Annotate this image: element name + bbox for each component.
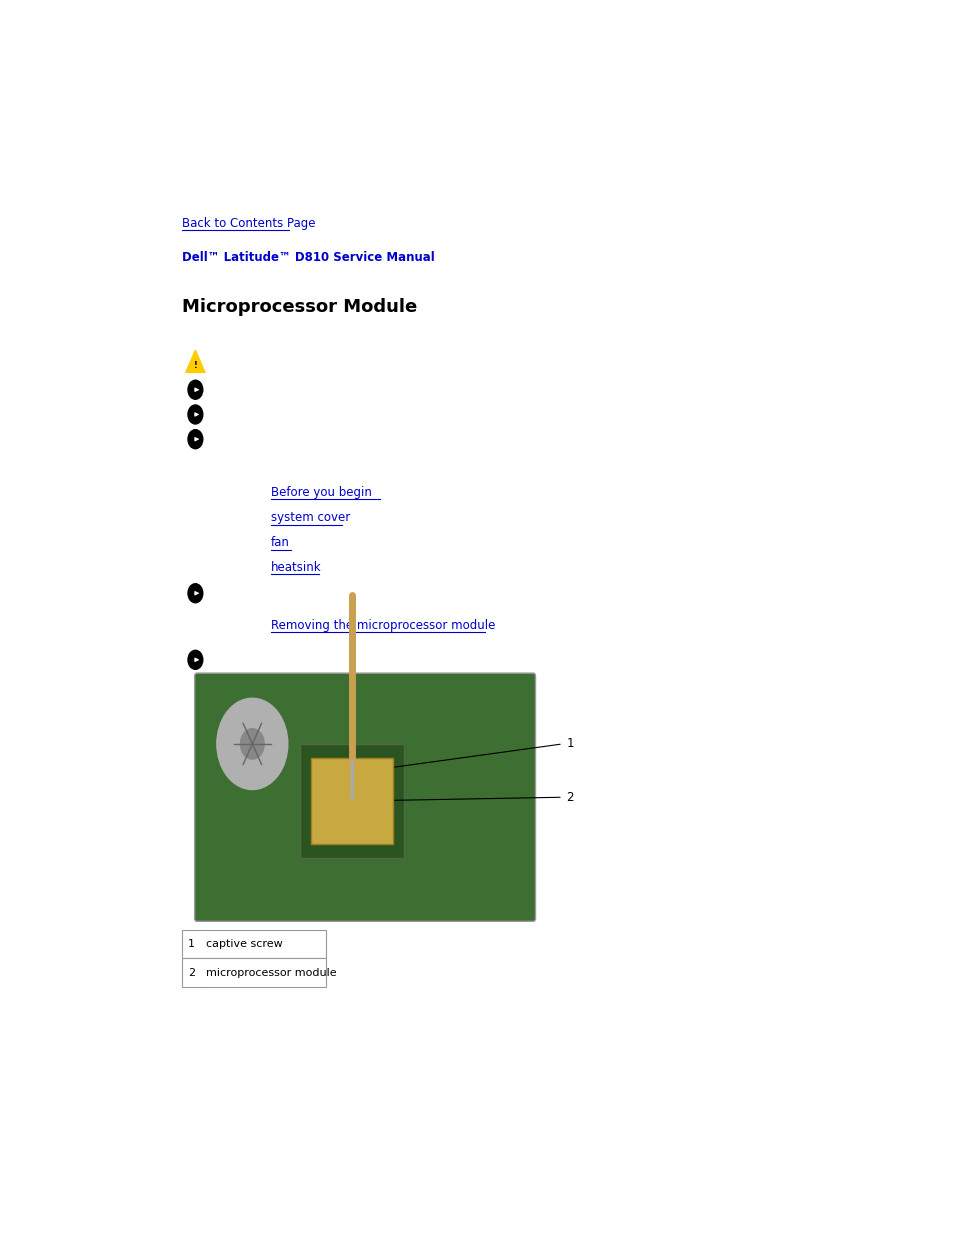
Text: captive screw: captive screw bbox=[206, 939, 283, 950]
Bar bbox=[300, 743, 403, 858]
Bar bbox=[311, 758, 393, 844]
Polygon shape bbox=[186, 351, 205, 373]
Text: 2: 2 bbox=[188, 968, 194, 978]
Text: Before you begin: Before you begin bbox=[271, 485, 372, 499]
Circle shape bbox=[240, 729, 264, 760]
Circle shape bbox=[188, 651, 203, 669]
Text: microprocessor module: microprocessor module bbox=[206, 968, 336, 978]
Text: Removing the microprocessor module: Removing the microprocessor module bbox=[271, 619, 495, 632]
Text: 1: 1 bbox=[188, 939, 194, 950]
Bar bbox=[182, 958, 326, 987]
Circle shape bbox=[188, 380, 203, 399]
Text: Dell™ Latitude™ D810 Service Manual: Dell™ Latitude™ D810 Service Manual bbox=[182, 251, 435, 264]
Text: Microprocessor Module: Microprocessor Module bbox=[182, 299, 416, 316]
Text: !: ! bbox=[193, 361, 197, 370]
Text: system cover: system cover bbox=[271, 511, 350, 525]
Bar bbox=[182, 930, 326, 958]
Circle shape bbox=[188, 584, 203, 603]
Circle shape bbox=[188, 430, 203, 448]
Text: fan: fan bbox=[271, 536, 290, 550]
FancyBboxPatch shape bbox=[194, 673, 535, 921]
Text: 1: 1 bbox=[566, 737, 574, 751]
Text: 2: 2 bbox=[566, 790, 574, 804]
Text: Back to Contents Page: Back to Contents Page bbox=[182, 216, 315, 230]
Circle shape bbox=[188, 405, 203, 424]
Circle shape bbox=[216, 698, 288, 789]
Text: heatsink: heatsink bbox=[271, 561, 321, 574]
